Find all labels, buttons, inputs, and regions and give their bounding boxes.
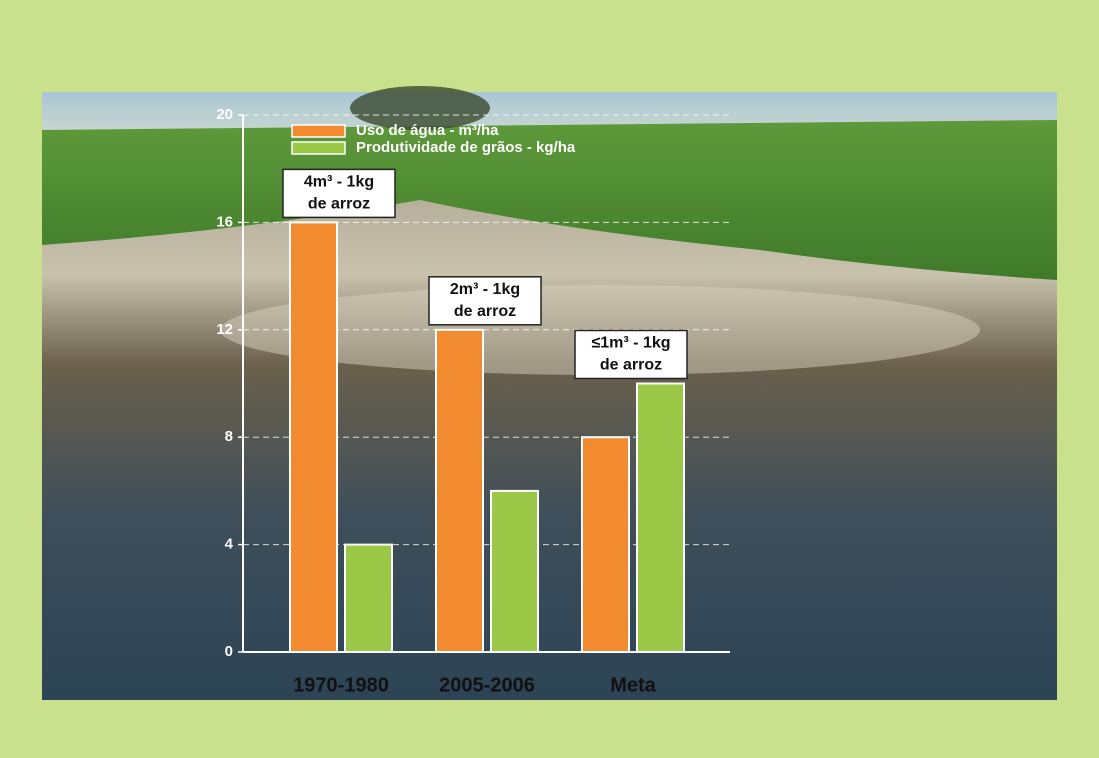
photo-field	[42, 120, 1057, 280]
y-tick-label: 12	[216, 321, 233, 338]
annotation: 4m³ - 1kg	[304, 174, 374, 191]
x-tick-label: 2005-2006	[439, 674, 535, 696]
annotation: ≤1m³ - 1kg	[591, 335, 670, 352]
annotation-box	[282, 168, 396, 219]
bar	[289, 221, 338, 653]
bar	[636, 382, 685, 653]
annotation-box	[574, 329, 688, 380]
y-tick-label: 0	[225, 643, 233, 660]
annotation: de arroz	[454, 303, 516, 320]
legend-swatch	[291, 141, 346, 155]
x-tick-label: 1970-1980	[293, 674, 389, 696]
y-tick-label: 20	[216, 106, 233, 123]
bar	[581, 436, 630, 654]
annotation-box	[428, 276, 542, 326]
legend-label: Uso de água - m³/ha	[356, 122, 499, 139]
bar	[344, 543, 393, 653]
annotation: de arroz	[600, 357, 662, 374]
x-tick-label: Meta	[610, 674, 656, 696]
annotation: 2m³ - 1kg	[450, 281, 520, 298]
annotation: de arroz	[308, 196, 370, 213]
legend-swatch	[291, 124, 346, 138]
legend-label: Produtividade de grãos - kg/ha	[356, 139, 576, 156]
y-tick-label: 4	[225, 536, 234, 553]
bar	[435, 328, 484, 653]
photo-tree	[350, 86, 490, 130]
y-tick-label: 8	[225, 428, 233, 445]
bar	[490, 489, 539, 653]
y-tick-label: 16	[216, 213, 233, 230]
